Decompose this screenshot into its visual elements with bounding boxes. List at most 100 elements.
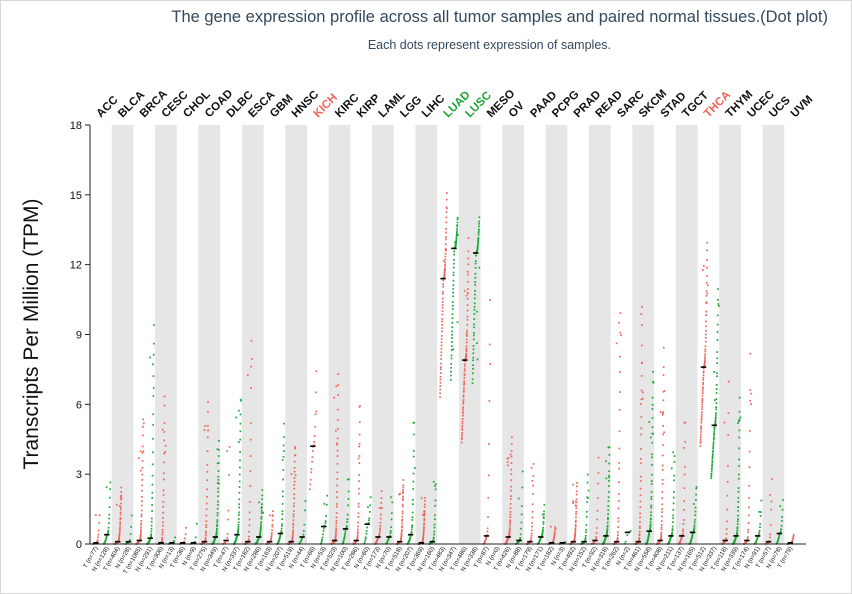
sample-dot bbox=[704, 355, 706, 358]
sample-dot bbox=[356, 531, 359, 533]
sample-dot bbox=[217, 479, 220, 481]
sample-dot bbox=[249, 470, 252, 473]
sample-dot bbox=[335, 525, 338, 528]
sample-dot bbox=[716, 323, 719, 326]
sample-dot bbox=[237, 532, 239, 535]
sample-dot bbox=[293, 477, 296, 479]
sample-dot bbox=[446, 192, 448, 194]
sample-dot bbox=[239, 466, 241, 469]
sample-dot bbox=[423, 517, 426, 520]
sample-dot bbox=[467, 263, 470, 266]
sample-dot bbox=[650, 517, 652, 520]
sample-dot bbox=[466, 331, 468, 334]
sample-dot bbox=[575, 513, 577, 515]
sample-dot bbox=[445, 228, 447, 230]
sample-dot bbox=[484, 538, 487, 541]
sample-dot bbox=[348, 478, 350, 481]
sample-dot bbox=[237, 521, 240, 524]
sample-dot bbox=[411, 528, 413, 531]
sample-dot bbox=[445, 236, 447, 238]
sample-dot bbox=[411, 519, 414, 521]
sample-dot bbox=[309, 483, 312, 486]
sample-dot bbox=[519, 537, 522, 539]
sample-dot bbox=[624, 540, 627, 543]
sample-dot bbox=[618, 493, 620, 495]
sample-dot bbox=[400, 530, 403, 532]
sample-dot bbox=[445, 198, 448, 201]
sample-dot bbox=[756, 537, 759, 540]
sample-dot bbox=[104, 538, 107, 541]
sample-dot bbox=[509, 453, 512, 456]
sample-dot bbox=[702, 387, 704, 390]
sample-dot bbox=[454, 241, 456, 244]
sample-dot bbox=[247, 539, 250, 542]
sample-dot bbox=[660, 524, 663, 526]
sample-dot bbox=[712, 441, 715, 443]
sample-dot bbox=[450, 349, 453, 351]
sample-dot bbox=[424, 497, 426, 499]
sample-dot bbox=[409, 535, 412, 538]
sample-dot bbox=[217, 455, 220, 457]
sample-dot bbox=[755, 539, 758, 542]
sample-dot bbox=[161, 428, 164, 431]
sample-dot bbox=[444, 258, 447, 261]
sample-dot bbox=[715, 392, 718, 394]
sample-dot bbox=[304, 500, 307, 502]
sample-dot bbox=[342, 540, 345, 542]
sample-dot bbox=[194, 536, 197, 539]
sample-dot bbox=[574, 530, 577, 533]
sample-dot bbox=[748, 506, 750, 509]
sample-dot bbox=[780, 528, 782, 531]
sample-dot bbox=[648, 532, 651, 534]
sample-dot bbox=[194, 541, 196, 543]
sample-dot bbox=[247, 374, 249, 376]
sample-dot bbox=[304, 509, 306, 512]
sample-dot bbox=[386, 540, 389, 542]
sample-dot bbox=[239, 459, 241, 462]
sample-dot bbox=[672, 517, 674, 520]
sample-dot bbox=[204, 537, 207, 539]
sample-dot bbox=[541, 530, 544, 532]
sample-dot bbox=[439, 392, 441, 395]
sample-dot bbox=[640, 416, 643, 418]
sample-dot bbox=[640, 313, 643, 315]
sample-dot bbox=[259, 532, 262, 534]
sample-dot bbox=[777, 538, 780, 541]
sample-dot bbox=[364, 536, 367, 539]
sample-dot bbox=[661, 503, 663, 506]
sample-dot bbox=[434, 518, 436, 521]
sample-dot bbox=[325, 515, 327, 517]
sample-dot bbox=[716, 372, 718, 375]
sample-dot bbox=[695, 487, 698, 490]
sample-dot bbox=[206, 488, 208, 491]
sample-dot bbox=[291, 537, 294, 540]
sample-dot bbox=[258, 501, 260, 504]
sample-dot bbox=[466, 329, 468, 332]
sample-dot bbox=[411, 516, 414, 519]
sample-dot bbox=[640, 448, 642, 450]
sample-dot bbox=[282, 490, 284, 493]
sample-dot bbox=[150, 533, 153, 536]
sample-dot bbox=[387, 537, 390, 540]
sample-dot bbox=[510, 443, 513, 446]
sample-dot bbox=[791, 540, 794, 542]
sample-dot bbox=[140, 527, 142, 529]
sample-dot bbox=[324, 520, 327, 522]
sample-dot bbox=[478, 225, 480, 228]
sample-dot bbox=[293, 487, 296, 490]
sample-dot bbox=[638, 539, 640, 541]
sample-dot bbox=[291, 536, 294, 539]
sample-dot bbox=[717, 299, 719, 301]
sample-dot bbox=[120, 486, 123, 489]
sample-dot bbox=[141, 445, 144, 448]
sample-dot bbox=[661, 511, 663, 513]
sample-dot bbox=[391, 501, 394, 504]
sample-dot bbox=[292, 532, 294, 535]
sample-dot bbox=[108, 522, 110, 524]
sample-dot bbox=[466, 318, 469, 321]
sample-dot bbox=[462, 394, 465, 397]
sample-dot bbox=[280, 530, 283, 532]
sample-dot bbox=[749, 389, 752, 391]
sample-dot bbox=[440, 354, 443, 357]
sample-dot bbox=[410, 533, 413, 535]
